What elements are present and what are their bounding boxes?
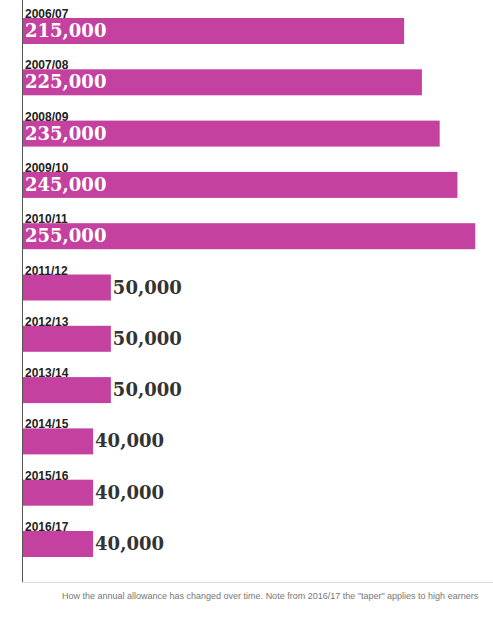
data-label: 245,000 (25, 174, 106, 195)
bar (22, 428, 93, 454)
category-label: 2012/13 (25, 315, 69, 329)
bar (22, 326, 111, 352)
chart: 2006/07215,000 2007/08225,000 2008/09235,0… (0, 0, 493, 618)
data-label: 40,000 (95, 533, 164, 554)
data-label: 50,000 (113, 328, 182, 349)
data-label: 50,000 (113, 277, 182, 298)
bars (22, 18, 475, 557)
bar (22, 18, 404, 44)
category-label: 2011/12 (25, 264, 68, 278)
x-axis-line (22, 582, 493, 583)
data-label: 40,000 (95, 430, 164, 451)
note: How the annual allowance has changed ove… (62, 590, 487, 602)
bar (22, 69, 422, 95)
category-label: 2016/17 (25, 520, 69, 534)
data-label: 40,000 (95, 482, 164, 503)
bar (22, 223, 475, 249)
bar (22, 275, 111, 301)
data-label: 50,000 (113, 379, 182, 400)
category-label: 2015/16 (25, 469, 69, 483)
category-label: 2006/07 (25, 7, 69, 21)
bar (22, 480, 93, 506)
category-label: 2013/14 (25, 366, 69, 380)
data-label: 235,000 (25, 123, 106, 144)
data-label: 255,000 (25, 225, 106, 246)
data-label: 225,000 (25, 71, 106, 92)
category-label: 2008/09 (25, 110, 69, 124)
labels: 2006/07215,000 2007/08225,000 2008/09235,0… (25, 7, 182, 554)
bar (22, 172, 457, 198)
bar (22, 377, 111, 403)
bar (22, 531, 93, 557)
category-label: 2014/15 (25, 417, 69, 431)
category-label: 2007/08 (25, 58, 69, 72)
category-label: 2010/11 (25, 212, 68, 226)
bar (22, 121, 440, 147)
category-label: 2009/10 (25, 161, 69, 175)
axis-line (22, 0, 23, 582)
data-label: 215,000 (25, 20, 106, 41)
